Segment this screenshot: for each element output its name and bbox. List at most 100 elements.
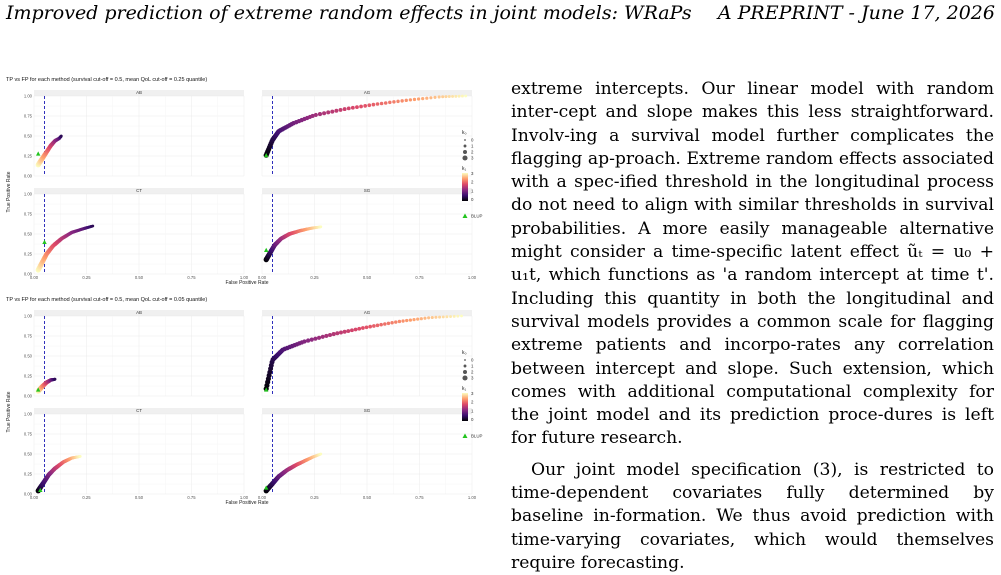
legend-color-label: 0 — [471, 417, 474, 422]
facet-label: SG — [364, 188, 371, 193]
curve-point — [423, 316, 427, 320]
facet-ab: AB 0.00 0.25 0.50 0.75 1.00 — [24, 310, 245, 399]
curve-point — [449, 315, 452, 319]
y-tick-label: 1.00 — [24, 314, 33, 319]
curve-point — [339, 330, 343, 335]
legend-color-label: 2 — [471, 180, 474, 185]
curve-point — [447, 95, 451, 99]
legend-size-title: k₀ — [462, 350, 467, 356]
curve-point — [425, 96, 429, 100]
facet-strip — [262, 188, 472, 194]
curve-point — [53, 377, 57, 381]
curve-point — [350, 105, 355, 110]
y-tick-label: 0.00 — [24, 394, 33, 399]
x-tick-label: 1.00 — [468, 275, 477, 280]
curve-point — [400, 99, 404, 103]
blup-marker — [36, 387, 41, 392]
curve-point — [396, 99, 400, 104]
legend-blup-label: BLUP — [471, 434, 483, 439]
facet-ct: CT 0.00 0.25 0.50 0.75 1.00 0.00 0.25 0.50 0.75 1.… — [24, 408, 249, 500]
legend-color-label: 0 — [471, 197, 474, 202]
x-tick-label: 0.50 — [135, 495, 144, 500]
x-tick-label: 0.25 — [310, 495, 319, 500]
curve-point — [305, 338, 311, 343]
curve-point — [313, 336, 318, 341]
blup-marker — [38, 487, 43, 492]
y-tick-label: 0.25 — [24, 252, 33, 257]
curve-point — [375, 102, 380, 106]
blup-marker — [42, 239, 47, 244]
curve-point — [59, 134, 63, 138]
curve-point — [454, 94, 458, 98]
y-axis-label: True Positive Rate — [6, 391, 12, 432]
curve-point — [375, 323, 380, 328]
curve-point — [357, 326, 362, 331]
x-tick-label: 0.00 — [30, 495, 39, 500]
curve-point — [412, 318, 416, 322]
legend-color-label: 3 — [471, 171, 474, 176]
y-tick-label: 0.75 — [24, 334, 33, 339]
figure-panel-2: TP vs FP for each method (survival cut-o… — [6, 297, 483, 506]
figure-title: TP vs FP for each method (survival cut-o… — [6, 297, 207, 303]
curve-point — [379, 322, 383, 327]
curve-point — [359, 104, 363, 109]
facet-label: SG — [364, 408, 371, 413]
x-tick-label: 0.00 — [30, 275, 39, 280]
legend-size-key — [464, 359, 466, 361]
y-tick-label: 0.75 — [24, 432, 33, 437]
x-tick-label: 1.00 — [240, 275, 249, 280]
y-tick-label: 0.25 — [24, 374, 33, 379]
curve-point — [405, 318, 409, 323]
curve-point — [429, 96, 433, 100]
curve-point — [335, 331, 340, 336]
x-axis-label: False Positive Rate — [225, 280, 268, 286]
facet-strip — [34, 310, 244, 316]
legend-size-key — [462, 375, 468, 381]
curve-point — [346, 106, 351, 111]
curve-point — [441, 95, 445, 99]
y-tick-label: 1.00 — [24, 192, 33, 197]
facet-strip — [262, 90, 472, 96]
y-tick-label: 0.00 — [24, 174, 33, 179]
x-tick-label: 0.50 — [363, 495, 372, 500]
curve-point — [367, 103, 372, 108]
legend-color-label: 1 — [471, 188, 474, 193]
blup-marker — [264, 247, 269, 252]
x-tick-label: 1.00 — [468, 495, 477, 500]
facet-ag: AG — [261, 310, 473, 397]
blup-marker — [264, 485, 269, 490]
curve-point — [364, 325, 369, 330]
curve-point — [394, 320, 398, 324]
running-header-title: Improved prediction of extreme random ef… — [6, 2, 692, 24]
curve-point — [353, 327, 358, 332]
y-tick-label: 1.00 — [24, 94, 33, 99]
curve-point — [460, 314, 463, 318]
facet-strip — [262, 408, 472, 414]
facet-strip — [34, 408, 244, 414]
facet-ab: AB 0.00 0.25 0.50 0.75 1.00 — [24, 90, 245, 179]
x-tick-label: 0.75 — [187, 495, 196, 500]
curve-point — [451, 94, 455, 98]
paragraph-2: Our joint model specification (3), is re… — [511, 459, 994, 573]
curve-point — [412, 97, 417, 102]
facet-sg: SG 0.00 0.25 0.50 0.75 1.00 — [258, 408, 477, 500]
legend-color-title: k₁ — [462, 386, 467, 392]
curve-point — [379, 101, 384, 106]
running-header-date: A PREPRINT - June 17, 2026 — [717, 2, 995, 24]
facet-strip — [34, 90, 244, 96]
curve-point — [368, 324, 373, 329]
legend-blup-marker — [462, 433, 468, 438]
facet-label: CT — [136, 408, 142, 413]
facet-label: AG — [364, 310, 371, 315]
curve-point — [350, 328, 354, 333]
legend-size-label: 3 — [471, 156, 474, 161]
y-tick-label: 0.00 — [24, 272, 33, 277]
legend-size-label: 2 — [471, 370, 474, 375]
legend-color-label: 1 — [471, 408, 474, 413]
y-tick-label: 0.50 — [24, 452, 33, 457]
y-tick-label: 0.25 — [24, 154, 33, 159]
curve-point — [434, 315, 438, 319]
legend-color-title: k₁ — [462, 166, 467, 172]
curve-point — [383, 101, 388, 105]
